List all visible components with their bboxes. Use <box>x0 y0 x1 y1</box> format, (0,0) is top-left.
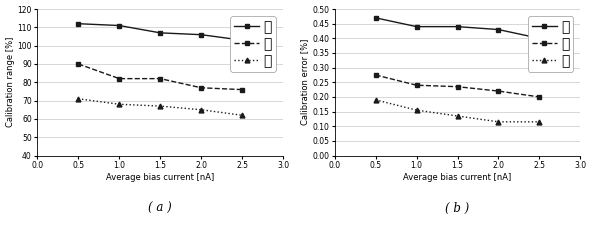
Y-axis label: Calibration error [%]: Calibration error [%] <box>300 39 309 125</box>
Legend: 가, 나, 다: 가, 나, 다 <box>527 16 574 72</box>
Text: ( b ): ( b ) <box>445 202 469 215</box>
Text: ( a ): ( a ) <box>149 202 172 215</box>
X-axis label: Average bias current [nA]: Average bias current [nA] <box>403 173 511 182</box>
X-axis label: Average bias current [nA]: Average bias current [nA] <box>106 173 214 182</box>
Y-axis label: Calibration range [%]: Calibration range [%] <box>5 37 15 128</box>
Legend: 가, 나, 다: 가, 나, 다 <box>230 16 276 72</box>
